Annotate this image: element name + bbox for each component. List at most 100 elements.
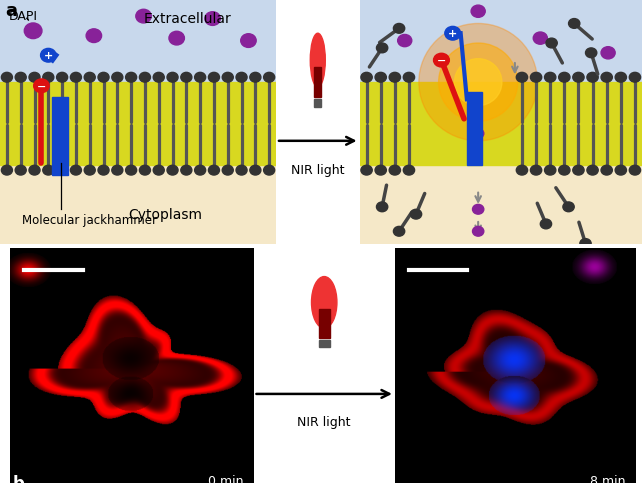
Circle shape [559, 73, 570, 83]
Ellipse shape [455, 60, 502, 106]
Circle shape [153, 166, 164, 176]
Ellipse shape [419, 24, 537, 142]
Circle shape [544, 166, 556, 176]
Circle shape [389, 166, 401, 176]
Circle shape [569, 20, 580, 29]
Circle shape [222, 166, 233, 176]
Circle shape [205, 13, 220, 26]
Circle shape [98, 166, 109, 176]
Circle shape [375, 73, 386, 83]
Circle shape [126, 73, 137, 83]
Circle shape [473, 205, 484, 215]
Circle shape [15, 166, 26, 176]
Text: Molecular jackhammer: Molecular jackhammer [22, 213, 157, 226]
Bar [318, 310, 330, 338]
Circle shape [209, 166, 220, 176]
Bar [315, 68, 321, 98]
Circle shape [530, 166, 542, 176]
Circle shape [629, 166, 641, 176]
Circle shape [580, 239, 591, 249]
Circle shape [573, 73, 584, 83]
Circle shape [236, 166, 247, 176]
Circle shape [139, 73, 150, 83]
Bar [467, 93, 482, 166]
Circle shape [167, 73, 178, 83]
Circle shape [209, 73, 220, 83]
Circle shape [71, 166, 82, 176]
Circle shape [153, 73, 164, 83]
Circle shape [264, 73, 275, 83]
Circle shape [98, 73, 109, 83]
Bar [360, 166, 642, 244]
Circle shape [403, 166, 415, 176]
Circle shape [587, 73, 598, 83]
Circle shape [389, 73, 401, 83]
Circle shape [361, 166, 372, 176]
Circle shape [601, 166, 612, 176]
Bar [53, 98, 67, 176]
Circle shape [397, 36, 412, 48]
Circle shape [586, 49, 597, 59]
Text: 0 min: 0 min [209, 474, 244, 488]
Circle shape [1, 166, 12, 176]
Circle shape [136, 10, 152, 24]
Circle shape [195, 73, 205, 83]
Circle shape [84, 166, 95, 176]
Circle shape [56, 166, 67, 176]
Circle shape [56, 73, 67, 83]
Circle shape [410, 210, 422, 220]
Bar [0, 83, 276, 166]
Circle shape [29, 166, 40, 176]
Circle shape [250, 73, 261, 83]
Circle shape [15, 73, 26, 83]
Circle shape [473, 129, 484, 139]
Bar [360, 0, 642, 83]
Circle shape [403, 73, 415, 83]
Circle shape [71, 73, 82, 83]
Circle shape [195, 166, 205, 176]
Bar [0, 0, 276, 83]
Circle shape [126, 166, 137, 176]
Circle shape [471, 6, 485, 19]
Circle shape [601, 73, 612, 83]
Circle shape [139, 166, 150, 176]
Circle shape [250, 166, 261, 176]
Circle shape [29, 73, 40, 83]
Circle shape [534, 33, 548, 45]
Bar [315, 100, 321, 107]
Circle shape [573, 166, 584, 176]
Bar [318, 340, 330, 347]
Circle shape [376, 203, 388, 212]
Circle shape [236, 73, 247, 83]
Circle shape [376, 44, 388, 54]
Circle shape [264, 166, 275, 176]
Circle shape [169, 32, 184, 46]
Circle shape [84, 73, 95, 83]
Circle shape [394, 24, 404, 34]
Circle shape [544, 73, 556, 83]
Text: a: a [6, 2, 17, 20]
Text: b: b [13, 474, 25, 488]
Text: NIR light: NIR light [297, 415, 351, 428]
Circle shape [433, 54, 449, 68]
Circle shape [559, 166, 570, 176]
Circle shape [375, 166, 386, 176]
Text: Cytoplasm: Cytoplasm [128, 208, 203, 222]
Circle shape [530, 73, 542, 83]
Circle shape [43, 166, 54, 176]
Text: +: + [448, 29, 457, 39]
Circle shape [361, 73, 372, 83]
Circle shape [445, 27, 461, 41]
Circle shape [1, 73, 12, 83]
Ellipse shape [310, 34, 325, 88]
Text: +: + [44, 51, 53, 61]
Circle shape [112, 166, 123, 176]
Circle shape [615, 166, 627, 176]
Circle shape [587, 166, 598, 176]
Circle shape [222, 73, 233, 83]
Circle shape [24, 24, 42, 40]
Circle shape [241, 35, 256, 48]
Text: NIR light: NIR light [291, 163, 345, 177]
Circle shape [181, 73, 192, 83]
Text: Extracellular: Extracellular [144, 12, 232, 26]
